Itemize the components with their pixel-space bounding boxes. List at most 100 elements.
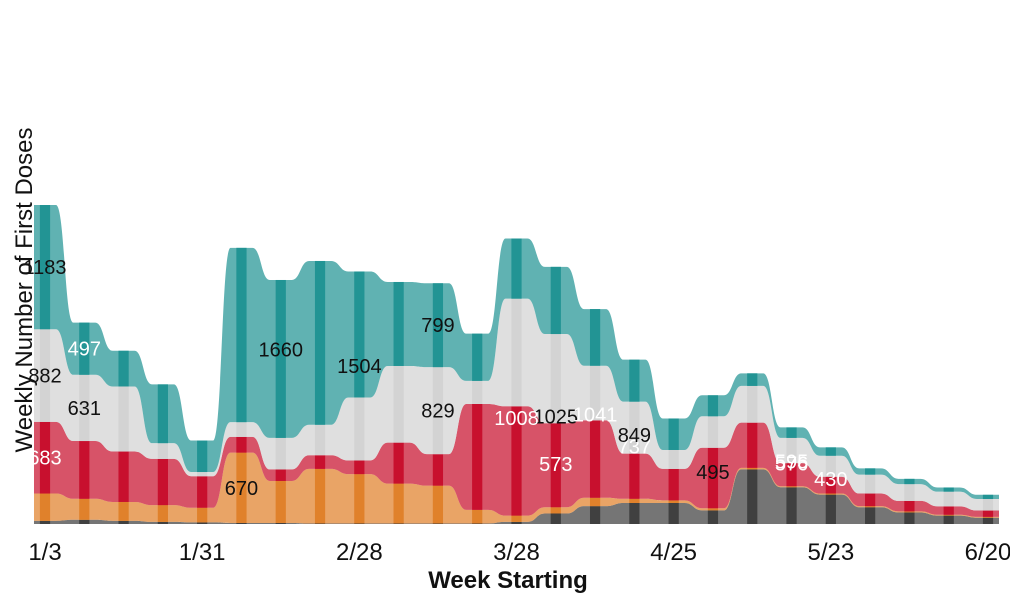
x-tick-label: 1/3 [28,539,61,566]
data-label: 737 [618,437,651,459]
bar-4-5-23 [825,447,836,456]
bar-1-6-20 [982,516,994,518]
bar-2-4-25 [668,468,679,501]
bar-0-4-4 [550,513,561,524]
bar-1-5-9 [747,467,758,470]
bar-0-4-11 [589,506,601,524]
bar-3-5-2 [707,416,719,448]
bar-2-2-21 [314,455,326,469]
bar-1-3-14 [432,485,444,524]
bar-0-1-31 [197,522,208,524]
bar-1-2-14 [275,480,286,523]
bar-2-2-28 [354,460,365,475]
bar-3-2-7 [236,422,247,437]
bar-4-1-10 [79,322,90,375]
bar-4-3-28 [511,238,522,299]
bar-3-1-3 [39,329,51,422]
bar-1-1-24 [157,505,168,522]
x-tick-label: 6/20 [965,539,1010,566]
bar-4-4-11 [589,309,601,366]
bar-1-5-30 [865,506,876,508]
bar-0-2-7 [236,522,247,524]
bar-0-6-20 [982,517,994,524]
data-label: 799 [421,315,454,337]
bar-0-2-28 [354,523,365,524]
bar-0-4-25 [668,503,679,524]
bar-1-1-10 [79,498,90,520]
bar-2-3-14 [432,454,444,486]
bar-2-1-17 [118,451,129,502]
bar-2-2-14 [275,469,286,481]
x-axis-ticks: 1/3 1/31 2/28 3/28 4/25 5/23 6/20 [28,539,1010,566]
bar-1-4-11 [589,497,601,507]
bar-4-4-25 [668,418,679,450]
bar-1-3-7 [393,483,404,524]
bar-4-5-9 [747,373,758,386]
data-label: 1025 [534,406,579,428]
bar-2-2-7 [236,436,247,453]
bar-1-4-25 [668,500,679,503]
bar-4-5-30 [865,468,876,475]
bar-3-6-13 [943,491,954,507]
bar-3-1-24 [157,443,168,459]
bar-3-2-21 [314,424,326,456]
data-label: 1660 [259,340,304,362]
x-tick-label: 3/28 [493,539,540,566]
bar-1-3-21 [472,509,483,524]
bar-0-5-30 [865,507,876,524]
bar-3-5-23 [825,455,836,477]
bar-3-5-30 [865,474,876,494]
bar-4-1-17 [118,350,129,387]
bar-2-5-2 [707,447,719,509]
bar-4-4-18 [629,359,640,402]
bar-4-1-31 [197,440,208,473]
bar-4-5-16 [786,427,797,438]
bar-0-6-13 [943,515,954,524]
bar-0-2-21 [314,523,326,524]
bar-4-6-20 [982,494,994,500]
bar-1-5-2 [707,508,719,511]
bar-0-2-14 [275,522,286,524]
bar-2-1-3 [39,421,51,494]
bar-2-5-30 [865,493,876,507]
bar-1-5-23 [825,493,836,495]
bar-3-1-10 [79,374,90,442]
series-area-0 [33,469,1000,524]
bar-4-5-2 [707,395,719,417]
bar-2-3-7 [393,442,404,484]
bar-1-2-28 [354,474,365,524]
bar-0-5-16 [786,487,797,524]
bar-0-3-28 [511,521,522,524]
x-tick-label: 2/28 [336,539,383,566]
bar-2-3-28 [511,406,522,516]
bar-1-4-18 [629,498,640,503]
series-area-1 [33,452,1000,524]
bar-2-3-21 [472,403,483,510]
bar-4-3-7 [393,281,404,366]
bar-0-1-17 [118,520,129,524]
data-label: 631 [68,398,101,420]
bar-4-6-13 [943,487,954,492]
bar-3-2-14 [275,437,286,470]
bar-1-3-28 [511,515,522,522]
x-axis-title: Week Starting [428,567,588,594]
bar-1-1-31 [197,507,208,523]
bar-1-6-6 [904,511,915,513]
data-label: 497 [68,339,101,361]
bar-1-2-7 [236,452,247,523]
x-tick-label: 5/23 [807,539,854,566]
x-tick-label: 1/31 [179,539,226,566]
bar-2-4-4 [550,423,561,508]
bar-3-5-16 [786,437,797,464]
bar-3-6-20 [982,499,994,511]
bar-0-3-7 [393,523,404,524]
series-layers [33,205,1000,524]
bar-2-1-31 [197,476,208,508]
bar-3-4-11 [589,365,601,421]
data-label: 430 [814,469,847,491]
bar-2-6-20 [982,510,994,517]
data-label: 882 [28,366,61,388]
bar-3-5-9 [747,385,758,423]
y-axis-title: Weekly Number of First Doses [11,128,38,453]
bar-0-1-3 [39,520,51,524]
